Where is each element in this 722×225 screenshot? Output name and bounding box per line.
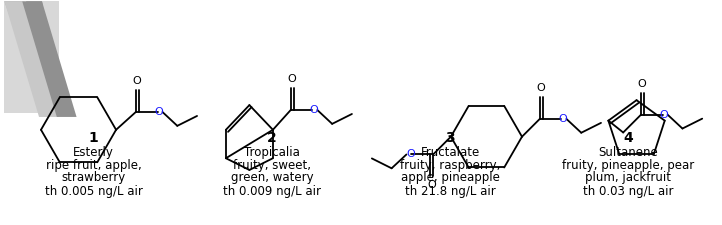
Polygon shape: [4, 1, 58, 117]
Polygon shape: [22, 1, 77, 117]
Text: Sultanene: Sultanene: [599, 146, 658, 159]
Text: fruity, raspberry,: fruity, raspberry,: [400, 159, 500, 172]
Text: fruity, sweet,: fruity, sweet,: [233, 159, 311, 172]
Text: O: O: [558, 114, 567, 124]
Text: Tropicalia: Tropicalia: [244, 146, 300, 159]
Text: 1: 1: [89, 131, 98, 145]
Text: 4: 4: [624, 131, 633, 145]
Text: strawberry: strawberry: [61, 171, 126, 184]
Text: O: O: [659, 110, 668, 120]
Polygon shape: [4, 1, 58, 112]
Text: O: O: [132, 76, 142, 86]
Text: O: O: [638, 79, 646, 89]
Text: Esterly: Esterly: [73, 146, 114, 159]
Text: th 0.009 ng/L air: th 0.009 ng/L air: [223, 184, 321, 198]
Text: 3: 3: [445, 131, 455, 145]
Text: O: O: [155, 107, 163, 117]
Text: th 0.03 ng/L air: th 0.03 ng/L air: [583, 184, 674, 198]
Text: apple, pineapple: apple, pineapple: [401, 171, 500, 184]
Text: O: O: [427, 180, 437, 190]
Text: plum, jackfruit: plum, jackfruit: [586, 171, 671, 184]
Polygon shape: [26, 1, 58, 103]
Text: ripe fruit, apple,: ripe fruit, apple,: [45, 159, 142, 172]
Text: O: O: [406, 149, 414, 160]
Text: 2: 2: [267, 131, 277, 145]
Text: O: O: [287, 74, 296, 84]
Text: th 21.8 ng/L air: th 21.8 ng/L air: [405, 184, 495, 198]
Text: fruity, pineapple, pear: fruity, pineapple, pear: [562, 159, 695, 172]
Text: green, watery: green, watery: [230, 171, 313, 184]
Text: th 0.005 ng/L air: th 0.005 ng/L air: [45, 184, 142, 198]
Polygon shape: [4, 1, 58, 108]
Text: O: O: [309, 105, 318, 115]
Text: O: O: [536, 83, 545, 93]
Text: Fructalate: Fructalate: [420, 146, 479, 159]
